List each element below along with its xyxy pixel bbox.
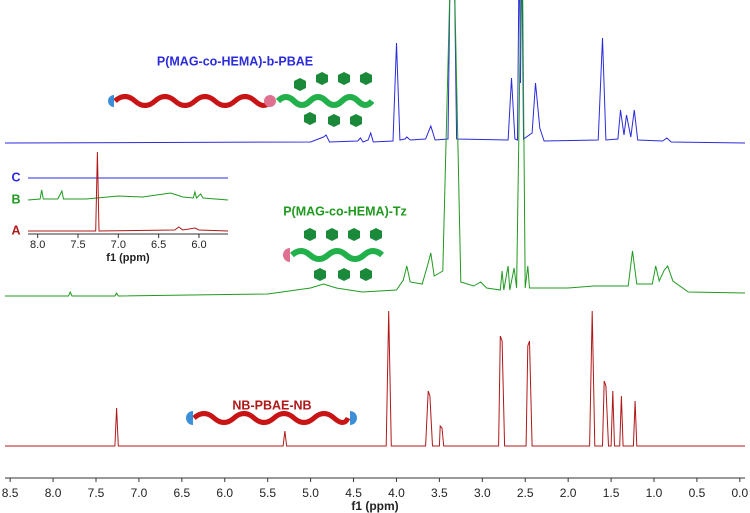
series-label: P(MAG-co-HEMA)-Tz — [283, 204, 407, 218]
x-tick-label: 3.5 — [431, 486, 448, 500]
x-tick-label: 4.0 — [388, 486, 405, 500]
spectrum — [28, 151, 229, 232]
spectrum — [5, 0, 746, 297]
x-tick-label: 0.0 — [732, 486, 749, 500]
x-axis-label: f1 (ppm) — [351, 499, 398, 513]
x-tick-label: 0.5 — [689, 486, 706, 500]
series-label: B — [11, 192, 20, 206]
x-tick-label: 5.0 — [302, 486, 319, 500]
x-tick-label: 2.0 — [560, 486, 577, 500]
series-label: P(MAG-co-HEMA)-b-PBAE — [157, 54, 313, 68]
x-tick-label: 7.5 — [70, 239, 85, 251]
series-label: NB-PBAE-NB — [232, 398, 311, 412]
series-label: A — [11, 223, 20, 237]
spectrum — [27, 189, 229, 201]
cartoon-nb-pbae-nb — [186, 411, 357, 425]
x-tick-label: 6.0 — [191, 239, 206, 251]
x-axis-label: f1 (ppm) — [106, 252, 150, 264]
x-tick-label: 7.0 — [111, 239, 126, 251]
x-tick-label: 3.0 — [474, 486, 491, 500]
spectrum — [5, 310, 745, 447]
x-tick-label: 6.5 — [174, 486, 191, 500]
x-tick-label: 6.0 — [216, 486, 233, 500]
x-tick-label: 1.0 — [646, 486, 663, 500]
x-tick-label: 8.5 — [2, 486, 19, 500]
x-tick-label: 4.5 — [345, 486, 362, 500]
cartoon-tz-polymer — [283, 228, 384, 281]
x-tick-label: 7.0 — [131, 486, 148, 500]
cartoon-block-copolymer — [108, 72, 375, 127]
x-tick-label: 7.5 — [88, 486, 105, 500]
x-tick-label: 6.5 — [151, 239, 166, 251]
x-tick-label: 2.5 — [517, 486, 534, 500]
x-tick-label: 8.0 — [30, 239, 45, 251]
x-tick-label: 5.5 — [259, 486, 276, 500]
x-tick-label: 1.5 — [603, 486, 620, 500]
spectrum — [4, 0, 746, 144]
x-tick-label: 8.0 — [45, 486, 62, 500]
series-label: C — [11, 170, 20, 184]
